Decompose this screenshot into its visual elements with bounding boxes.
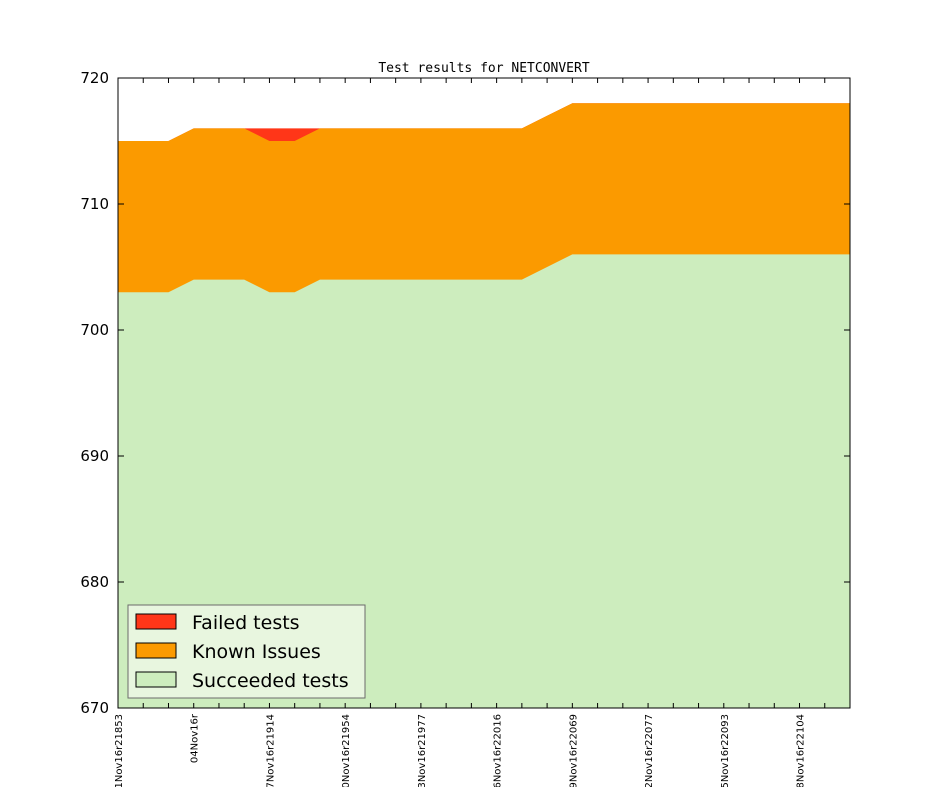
legend-label: Succeeded tests [192,670,349,692]
x-tick-label: 04Nov16r [190,713,201,763]
chart-title: Test results for NETCONVERT [378,61,589,76]
plot-frame [117,77,851,709]
y-tick-label: 710 [80,195,109,213]
y-axis: 670 680 690 700 710 720 [80,69,850,717]
legend-label: Failed tests [192,612,300,634]
legend-swatch [135,671,177,688]
legend-swatch [135,613,177,630]
area-succeeded-tests [118,254,850,708]
x-tick-label: 22Nov16r22077 [644,714,655,787]
y-tick-label: 680 [80,573,109,591]
x-tick-label: 16Nov16r22016 [493,714,504,787]
x-tick-label: 19Nov16r22069 [568,714,579,787]
x-tick-label: 28Nov16r22104 [796,714,807,787]
x-tick-label: 13Nov16r21977 [417,714,428,787]
legend-swatch [135,642,177,659]
legend: Failed tests Known Issues Succeeded tests [127,604,366,699]
x-axis: 01Nov16r21853 04Nov16r 07Nov16r21914 10Nov1… [114,78,851,787]
x-tick-label: 10Nov16r21954 [341,714,352,787]
y-tick-label: 670 [80,699,109,717]
legend-label: Known Issues [192,641,321,663]
x-tick-label: 01Nov16r21853 [114,714,125,787]
y-tick-label: 700 [80,321,109,339]
x-tick-label: 25Nov16r22093 [720,714,731,787]
y-tick-label: 690 [80,447,109,465]
x-tick-label: 07Nov16r21914 [265,714,276,787]
y-tick-label: 720 [80,69,109,87]
area-layers [118,103,850,708]
